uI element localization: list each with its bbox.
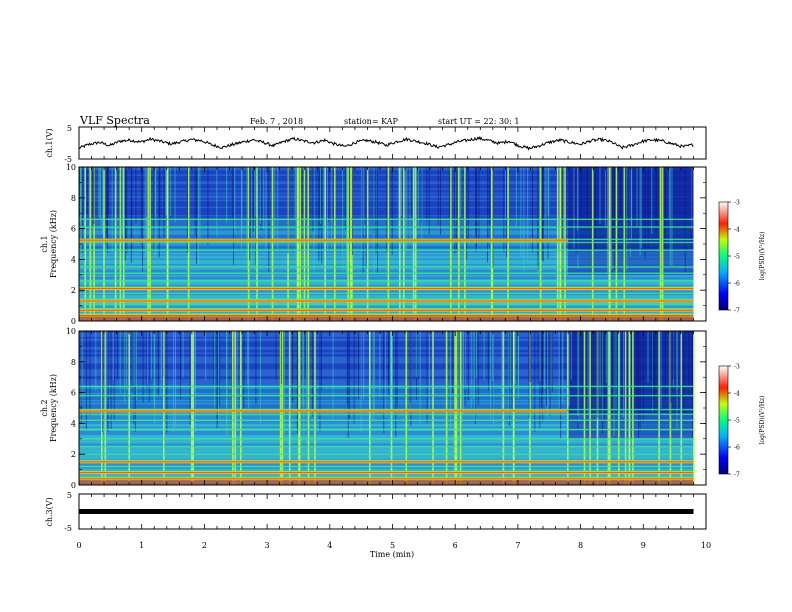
ch2-frequency-label: Frequency (kHz) [49, 374, 58, 442]
ch3-ytick-bottom: -5 [64, 524, 72, 533]
ch2-colorbar-label: log(PSD)(V²/Hz) [759, 396, 766, 445]
frequency-ticklabel: 6 [71, 389, 76, 398]
station-label: station= KAP [344, 117, 399, 126]
frequency-ticklabel: 10 [66, 163, 76, 172]
ch1-colorbar-ticks: -3 -4 -5 -6 -7 [728, 200, 740, 315]
frequency-ticklabel: 8 [71, 194, 76, 203]
ch3-ytick-top: 5 [67, 491, 72, 500]
frequency-ticklabel: 0 [71, 481, 76, 490]
time-axis-label: Time (min) [370, 550, 414, 559]
time-ticklabel: 2 [202, 541, 207, 550]
time-ticklabel: 0 [76, 541, 81, 550]
time-ticklabel: 1 [139, 541, 144, 550]
ch1-colorbar: -3 -4 -5 -6 -7 log(PSD)(V²/Hz) [718, 200, 766, 315]
frequency-ticklabel: 6 [71, 225, 76, 234]
colorbar-ticklabel: -5 [734, 418, 740, 425]
frequency-ticklabel: 2 [71, 450, 76, 459]
frequency-ticklabel: 10 [66, 327, 76, 336]
ch2-spec-time-ticks [78, 331, 707, 485]
ch3-waveform-line [79, 509, 694, 514]
time-ticklabel: 6 [453, 541, 458, 550]
colorbar-ticklabel: -7 [734, 472, 740, 479]
ch2-colorbar-ticks: -3 -4 -5 -6 -7 [728, 364, 740, 479]
start-time-label: start UT = 22: 30: 1 [438, 117, 519, 126]
time-ticklabel: 5 [390, 541, 395, 550]
frequency-ticklabel: 4 [71, 255, 76, 264]
frequency-ticklabel: 4 [71, 419, 76, 428]
ch1-frequency-ticks: 0 2 4 6 8 10 [66, 163, 706, 326]
frequency-ticklabel: 8 [71, 358, 76, 367]
colorbar-ticklabel: -4 [734, 227, 740, 234]
colorbar-ticklabel: -5 [734, 254, 740, 261]
time-ticklabel: 4 [327, 541, 332, 550]
figure-title: VLF Spectra [79, 114, 150, 127]
frequency-ticklabel: 2 [71, 286, 76, 295]
ch1-time-ticks [78, 127, 707, 159]
ch1-ylabel: ch.1(V) [45, 128, 54, 157]
ch2-colorbar: -3 -4 -5 -6 -7 log(PSD)(V²/Hz) [718, 364, 766, 479]
colorbar-ticklabel: -6 [734, 281, 740, 288]
colorbar-ticklabel: -6 [734, 445, 740, 452]
ch3-waveform-panel: 5 -5 ch.3(V) [45, 491, 707, 533]
date-label: Feb. 7 , 2018 [250, 117, 303, 126]
ch2-frequency-ticks: 0 2 4 6 8 10 [66, 327, 706, 490]
ch3-time-ticks [78, 494, 707, 529]
colorbar-ticklabel: -3 [734, 364, 740, 371]
colorbar-ticklabel: -3 [734, 200, 740, 207]
ch2-spectrogram-panel: 0 2 4 6 8 10 ch.2 Frequency (kHz) [40, 327, 707, 490]
time-axis-ticklabels: 0 1 2 3 4 5 6 7 8 9 10 [76, 541, 711, 550]
time-ticklabel: 3 [265, 541, 270, 550]
ch1-spectrogram-panel: 0 2 4 6 8 10 ch.1 Frequency (kHz) [40, 163, 707, 326]
time-ticklabel: 7 [515, 541, 520, 550]
time-ticklabel: 8 [578, 541, 583, 550]
ch1-frequency-label: Frequency (kHz) [49, 210, 58, 278]
ch1-spectrogram-image [79, 167, 694, 321]
ch1-ytick-top: 5 [67, 124, 72, 133]
time-ticklabel: 9 [641, 541, 646, 550]
ch2-label: ch.2 [40, 399, 49, 416]
ch3-ylabel: ch.3(V) [45, 497, 54, 526]
ch1-label: ch.1 [40, 235, 49, 252]
ch1-ytick-bottom: -5 [64, 155, 72, 164]
ch1-waveform-line [78, 136, 694, 151]
frequency-ticklabel: 0 [71, 317, 76, 326]
colorbar-ticklabel: -7 [734, 308, 740, 315]
ch1-colorbar-label: log(PSD)(V²/Hz) [759, 232, 766, 281]
ch1-spec-time-ticks [78, 167, 707, 321]
ch2-spectrogram-image [79, 331, 695, 485]
time-ticklabel: 10 [701, 541, 711, 550]
colorbar-ticklabel: -4 [734, 391, 740, 398]
ch1-waveform-panel: 5 -5 ch.1(V) [45, 124, 707, 164]
